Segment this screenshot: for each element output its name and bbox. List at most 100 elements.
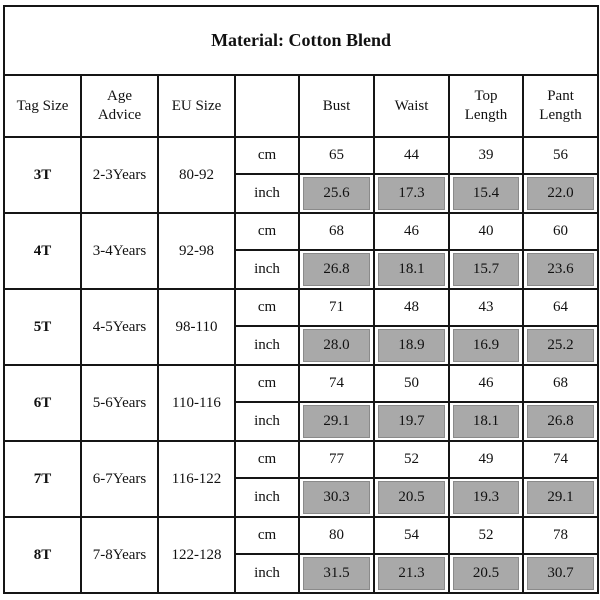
cell-inch-value: 21.3 — [378, 557, 445, 590]
cell-inch: 23.6 — [521, 249, 600, 290]
cell-tag: 3T — [3, 136, 82, 214]
unit-label-cm: cm — [234, 136, 300, 175]
cell-cm-value: 39 — [448, 136, 524, 175]
column-header-waist: Waist — [373, 74, 450, 138]
table-row-cm: 4T 3-4Years 92-98 cm 68 46 40 60 — [3, 212, 600, 290]
unit-label-inch: inch — [234, 477, 300, 518]
cell-age: 6-7Years — [80, 440, 159, 518]
cell-inch-value: 20.5 — [453, 557, 519, 590]
cell-inch: 31.5 — [298, 553, 375, 594]
cell-cm-value: 74 — [521, 440, 600, 479]
cell-inch-value: 17.3 — [378, 177, 445, 210]
cell-cm-value: 43 — [448, 288, 524, 327]
cell-inch: 16.9 — [448, 325, 524, 366]
cell-inch-value: 28.0 — [303, 329, 370, 362]
cell-cm-value: 65 — [298, 136, 375, 175]
column-header-tag-size: Tag Size — [3, 74, 82, 138]
cell-inch-value: 29.1 — [303, 405, 370, 438]
cell-inch: 19.3 — [448, 477, 524, 518]
cell-inch: 19.7 — [373, 401, 450, 442]
cell-age: 4-5Years — [80, 288, 159, 366]
cell-cm-value: 52 — [373, 440, 450, 479]
cell-inch-value: 19.7 — [378, 405, 445, 438]
cell-tag: 6T — [3, 364, 82, 442]
cell-cm-value: 80 — [298, 516, 375, 555]
cell-cm-value: 46 — [448, 364, 524, 403]
cell-tag: 8T — [3, 516, 82, 594]
unit-label-cm: cm — [234, 440, 300, 479]
cell-inch-value: 30.3 — [303, 481, 370, 514]
cell-inch: 29.1 — [521, 477, 600, 518]
table-row-cm: 5T 4-5Years 98-110 cm 71 48 43 64 — [3, 288, 600, 366]
cell-inch: 25.2 — [521, 325, 600, 366]
cell-inch: 26.8 — [521, 401, 600, 442]
column-header-unit — [234, 74, 300, 138]
table-row-inch: inch 25.6 17.3 15.4 22.0 — [4, 173, 600, 214]
cell-inch: 22.0 — [521, 173, 600, 214]
cell-cm-value: 60 — [521, 212, 600, 251]
cell-inch-value: 31.5 — [303, 557, 370, 590]
cell-inch: 30.3 — [298, 477, 375, 518]
cell-inch: 29.1 — [298, 401, 375, 442]
table-row-inch: inch 26.8 18.1 15.7 23.6 — [4, 249, 600, 290]
cell-inch: 17.3 — [373, 173, 450, 214]
unit-label-inch: inch — [234, 553, 300, 594]
cell-tag: 5T — [3, 288, 82, 366]
cell-tag: 4T — [3, 212, 82, 290]
cell-inch: 18.1 — [448, 401, 524, 442]
cell-inch-value: 18.9 — [378, 329, 445, 362]
cell-cm-value: 48 — [373, 288, 450, 327]
cell-inch-value: 22.0 — [527, 177, 595, 210]
cell-cm-value: 74 — [298, 364, 375, 403]
cell-age: 2-3Years — [80, 136, 159, 214]
cell-inch: 20.5 — [448, 553, 524, 594]
table-row-inch: inch 30.3 20.5 19.3 29.1 — [4, 477, 600, 518]
table-row-cm: 8T 7-8Years 122-128 cm 80 54 52 78 — [3, 516, 600, 594]
cell-cm-value: 71 — [298, 288, 375, 327]
cell-cm-value: 68 — [298, 212, 375, 251]
unit-label-inch: inch — [234, 401, 300, 442]
cell-inch-value: 18.1 — [453, 405, 519, 438]
cell-inch-value: 26.8 — [527, 405, 595, 438]
cell-inch-value: 18.1 — [378, 253, 445, 286]
cell-inch: 21.3 — [373, 553, 450, 594]
cell-cm-value: 40 — [448, 212, 524, 251]
cell-cm-value: 50 — [373, 364, 450, 403]
cell-eu: 110-116 — [157, 364, 236, 442]
cell-inch: 20.5 — [373, 477, 450, 518]
unit-label-inch: inch — [234, 325, 300, 366]
cell-cm-value: 64 — [521, 288, 600, 327]
cell-eu: 80-92 — [157, 136, 236, 214]
size-chart-table: Material: Cotton Blend Tag Size Age Advic… — [2, 5, 600, 594]
cell-age: 7-8Years — [80, 516, 159, 594]
cell-inch-value: 16.9 — [453, 329, 519, 362]
table-row-cm: 6T 5-6Years 110-116 cm 74 50 46 68 — [3, 364, 600, 442]
unit-label-cm: cm — [234, 516, 300, 555]
unit-label-cm: cm — [234, 212, 300, 251]
cell-inch: 28.0 — [298, 325, 375, 366]
unit-label-inch: inch — [234, 249, 300, 290]
table-row-inch: inch 29.1 19.7 18.1 26.8 — [4, 401, 600, 442]
cell-inch-value: 23.6 — [527, 253, 595, 286]
cell-inch: 18.9 — [373, 325, 450, 366]
column-header-pant-length: Pant Length — [521, 74, 600, 138]
cell-eu: 122-128 — [157, 516, 236, 594]
unit-label-inch: inch — [234, 173, 300, 214]
cell-eu: 92-98 — [157, 212, 236, 290]
cell-inch-value: 29.1 — [527, 481, 595, 514]
cell-inch-value: 19.3 — [453, 481, 519, 514]
cell-cm-value: 56 — [521, 136, 600, 175]
cell-cm-value: 54 — [373, 516, 450, 555]
cell-inch-value: 25.6 — [303, 177, 370, 210]
cell-inch-value: 15.7 — [453, 253, 519, 286]
table-row-inch: inch 28.0 18.9 16.9 25.2 — [4, 325, 600, 366]
cell-cm-value: 52 — [448, 516, 524, 555]
cell-inch-value: 25.2 — [527, 329, 595, 362]
cell-inch: 18.1 — [373, 249, 450, 290]
cell-inch-value: 20.5 — [378, 481, 445, 514]
table-title: Material: Cotton Blend — [2, 5, 600, 76]
cell-inch: 15.7 — [448, 249, 524, 290]
cell-cm-value: 68 — [521, 364, 600, 403]
cell-cm-value: 46 — [373, 212, 450, 251]
cell-inch: 26.8 — [298, 249, 375, 290]
